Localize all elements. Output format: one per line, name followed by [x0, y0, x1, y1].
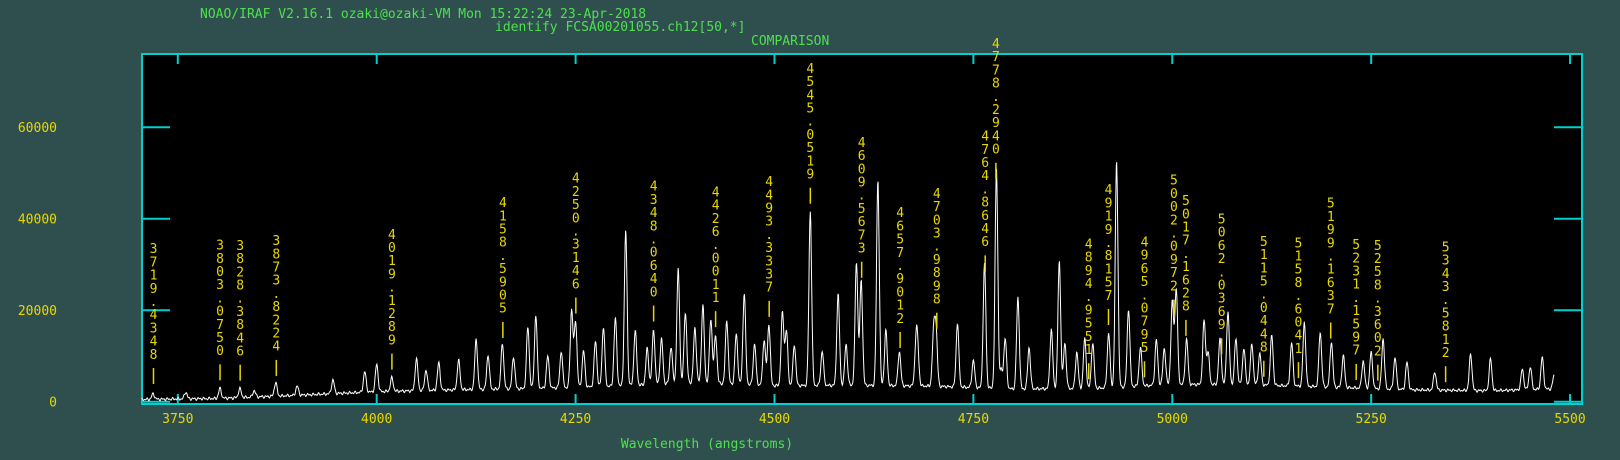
x-tick-label: 4750	[958, 412, 989, 427]
header-command-line: identify FCSA00201055.ch12[50,*]	[495, 20, 746, 35]
y-tick-label: 0	[49, 396, 57, 411]
x-tick-label: 4000	[361, 412, 392, 427]
x-tick-label: 4500	[759, 412, 790, 427]
header-mode-label: COMPARISON	[751, 34, 830, 49]
x-tick-label: 4250	[560, 412, 591, 427]
x-tick-label: 5000	[1157, 412, 1188, 427]
x-tick-label: 5250	[1356, 412, 1387, 427]
x-tick-label: 5500	[1554, 412, 1585, 427]
y-tick-label: 20000	[18, 304, 57, 319]
y-tick-label: 40000	[18, 213, 57, 228]
y-tick-label: 60000	[18, 121, 57, 136]
x-tick-label: 3750	[162, 412, 193, 427]
header-session-line: NOAO/IRAF V2.16.1 ozaki@ozaki-VM Mon 15:…	[200, 7, 647, 22]
plot-area	[141, 53, 1583, 405]
spectrum-line	[141, 162, 1555, 402]
x-axis-label: Wavelength (angstroms)	[621, 437, 793, 452]
